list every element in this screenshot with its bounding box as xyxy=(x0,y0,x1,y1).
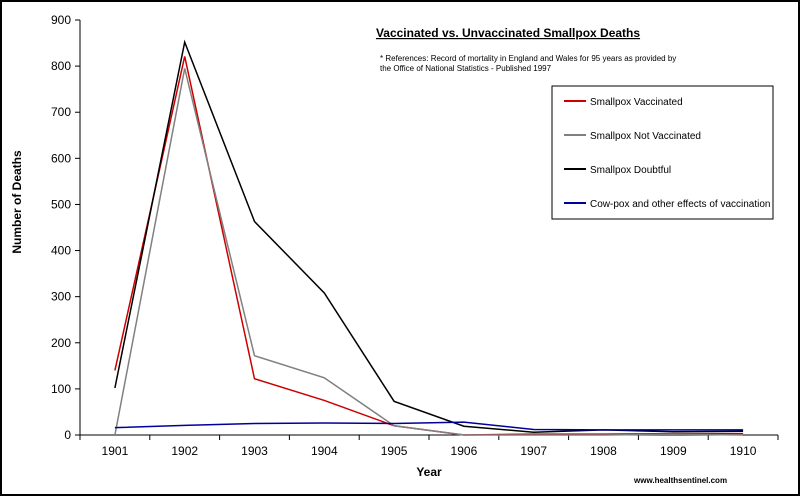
x-ticks: 1901 1902 1903 1904 1905 1906 1907 1908 1909 1910 xyxy=(79,435,779,458)
chart-title: Vaccinated vs. Unvaccinated Smallpox Dea… xyxy=(376,26,640,40)
y-tick-label: 300 xyxy=(51,290,71,304)
y-tick-label: 100 xyxy=(51,382,71,396)
legend-box xyxy=(551,85,774,220)
x-tick-label: 1904 xyxy=(311,444,338,458)
x-tick-label: 1905 xyxy=(381,444,408,458)
y-tick-label: 200 xyxy=(51,336,71,350)
series-layer xyxy=(114,39,744,436)
y-axis-label: Number of Deaths xyxy=(10,150,24,254)
x-tick-label: 1908 xyxy=(590,444,617,458)
x-tick-label: 1909 xyxy=(660,444,687,458)
reference-note-line-1: * References: Record of mortality in Eng… xyxy=(380,54,676,63)
source-credit: www.healthsentinel.com xyxy=(633,476,727,485)
y-tick-label: 400 xyxy=(51,244,71,258)
y-tick-label: 900 xyxy=(51,13,71,27)
y-tick-label: 0 xyxy=(64,428,71,442)
axes xyxy=(79,20,778,436)
y-tick-label: 800 xyxy=(51,59,71,73)
legend-label: Smallpox Doubtful xyxy=(590,165,671,176)
x-tick-label: 1910 xyxy=(730,444,757,458)
legend-label: Cow-pox and other effects of vaccination xyxy=(590,199,770,210)
x-tick-label: 1902 xyxy=(171,444,198,458)
y-ticks: 0 100 200 300 400 500 600 700 800 900 xyxy=(51,13,80,442)
y-tick-label: 500 xyxy=(51,197,71,211)
legend: Smallpox Vaccinated Smallpox Not Vaccinat… xyxy=(551,85,774,220)
series-line-2 xyxy=(114,68,744,436)
reference-note-line-2: the Office of National Statistics - Publ… xyxy=(380,64,552,73)
x-tick-label: 1906 xyxy=(451,444,478,458)
series-line-3 xyxy=(114,39,744,433)
y-tick-label: 700 xyxy=(51,105,71,119)
series-line-4 xyxy=(114,421,744,431)
x-tick-label: 1907 xyxy=(520,444,547,458)
y-tick-label: 600 xyxy=(51,151,71,165)
legend-label: Smallpox Not Vaccinated xyxy=(590,131,701,142)
x-axis-label: Year xyxy=(416,465,442,479)
x-tick-label: 1903 xyxy=(241,444,268,458)
x-tick-label: 1901 xyxy=(102,444,129,458)
legend-label: Smallpox Vaccinated xyxy=(590,97,683,108)
